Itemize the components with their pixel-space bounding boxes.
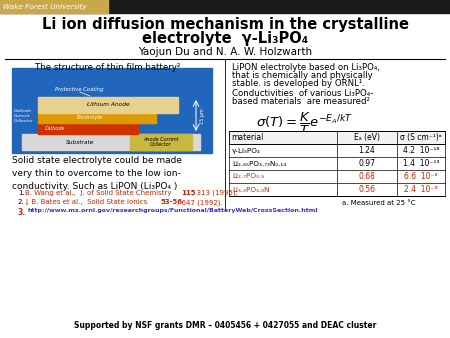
Text: Li₂.₇PO₃.₉: Li₂.₇PO₃.₉ bbox=[232, 173, 264, 179]
Text: that is chemically and physically: that is chemically and physically bbox=[232, 71, 373, 80]
Text: 2.: 2. bbox=[18, 199, 25, 205]
Text: , 313 (1995).: , 313 (1995). bbox=[192, 190, 238, 196]
Text: Conductivities  of various Li₃PO₄-: Conductivities of various Li₃PO₄- bbox=[232, 89, 374, 98]
Text: 6.6  10⁻⁸: 6.6 10⁻⁸ bbox=[404, 172, 438, 181]
Bar bbox=[38, 123, 138, 134]
Text: 115: 115 bbox=[181, 190, 195, 196]
Text: Electrolyte: Electrolyte bbox=[77, 116, 103, 121]
Text: 3.: 3. bbox=[18, 208, 26, 217]
Text: Li ion diffusion mechanism in the crystalline: Li ion diffusion mechanism in the crysta… bbox=[41, 18, 409, 32]
Text: LiPON electrolyte based on Li₃PO₄,: LiPON electrolyte based on Li₃PO₄, bbox=[232, 63, 380, 72]
Text: Anode Current
Collector: Anode Current Collector bbox=[143, 137, 179, 147]
Text: Li₃.₃PO₃.₉N: Li₃.₃PO₃.₉N bbox=[232, 187, 270, 193]
Text: 2.4  10⁻⁶: 2.4 10⁻⁶ bbox=[404, 185, 438, 194]
Bar bbox=[229, 131, 445, 144]
Text: Lithium Anode: Lithium Anode bbox=[87, 102, 129, 107]
Text: 1.: 1. bbox=[18, 190, 25, 196]
Text: B. Wang et al.,  J. of Solid State Chemistry: B. Wang et al., J. of Solid State Chemis… bbox=[25, 190, 174, 196]
Text: electrolyte  γ-Li₃PO₄: electrolyte γ-Li₃PO₄ bbox=[142, 31, 308, 47]
Text: 4.2  10⁻¹⁸: 4.2 10⁻¹⁸ bbox=[403, 146, 439, 155]
Bar bbox=[38, 113, 156, 123]
Text: based materials  are measured²: based materials are measured² bbox=[232, 97, 370, 106]
Text: , 647 (1992).: , 647 (1992). bbox=[177, 199, 223, 206]
Text: stable. is developed by ORNL¹.: stable. is developed by ORNL¹. bbox=[232, 79, 365, 88]
Text: Protective Coating: Protective Coating bbox=[55, 88, 104, 93]
Bar bbox=[12, 68, 212, 153]
Text: Li₂.₆₅PO₃.₇₃N₀.₁₄: Li₂.₆₅PO₃.₇₃N₀.₁₄ bbox=[232, 161, 286, 167]
Text: σ (S cm⁻¹)ᵃ: σ (S cm⁻¹)ᵃ bbox=[400, 133, 442, 142]
Text: Wake Forest University: Wake Forest University bbox=[3, 3, 86, 9]
Text: Cathode: Cathode bbox=[45, 126, 65, 131]
Text: 0.97: 0.97 bbox=[359, 159, 375, 168]
Text: 53-56: 53-56 bbox=[161, 199, 183, 205]
Text: Eₐ (eV): Eₐ (eV) bbox=[354, 133, 380, 142]
Text: J. B. Bates et al.,  Solid State Ionics: J. B. Bates et al., Solid State Ionics bbox=[25, 199, 149, 205]
Text: Substrate: Substrate bbox=[66, 140, 94, 145]
Text: The structure of thin film battery²: The structure of thin film battery² bbox=[35, 63, 181, 72]
Text: 1.4  10⁻¹³: 1.4 10⁻¹³ bbox=[403, 159, 439, 168]
Bar bbox=[22, 134, 200, 150]
Text: Solid state electrolyte could be made
very thin to overcome to the low ion-
cond: Solid state electrolyte could be made ve… bbox=[12, 156, 182, 191]
Text: Supported by NSF grants DMR – 0405456 + 0427055 and DEAC cluster: Supported by NSF grants DMR – 0405456 + … bbox=[74, 321, 376, 330]
Bar bbox=[0, 0, 108, 13]
Bar bbox=[38, 97, 178, 113]
Text: 1.24: 1.24 bbox=[359, 146, 375, 155]
Text: a. Measured at 25 °C: a. Measured at 25 °C bbox=[342, 200, 415, 206]
Text: γ-Li₃PO₄: γ-Li₃PO₄ bbox=[232, 147, 261, 153]
Text: 0.68: 0.68 bbox=[359, 172, 375, 181]
Bar bbox=[0, 0, 450, 13]
Text: $\sigma(T)=\dfrac{K}{T}e^{-E_A/kT}$: $\sigma(T)=\dfrac{K}{T}e^{-E_A/kT}$ bbox=[256, 111, 354, 137]
Text: 15 μm: 15 μm bbox=[200, 108, 205, 124]
Text: http://www.ms.ornl.gov/researchgroups/Functional/BatteryWeb/CrossSection.html: http://www.ms.ornl.gov/researchgroups/Fu… bbox=[28, 208, 319, 213]
Text: 0.56: 0.56 bbox=[359, 185, 375, 194]
Bar bbox=[130, 134, 192, 150]
Text: Yaojun Du and N. A. W. Holzwarth: Yaojun Du and N. A. W. Holzwarth bbox=[138, 47, 312, 57]
Text: material: material bbox=[231, 133, 263, 142]
Text: Cathode
Current
Collector: Cathode Current Collector bbox=[14, 110, 33, 123]
